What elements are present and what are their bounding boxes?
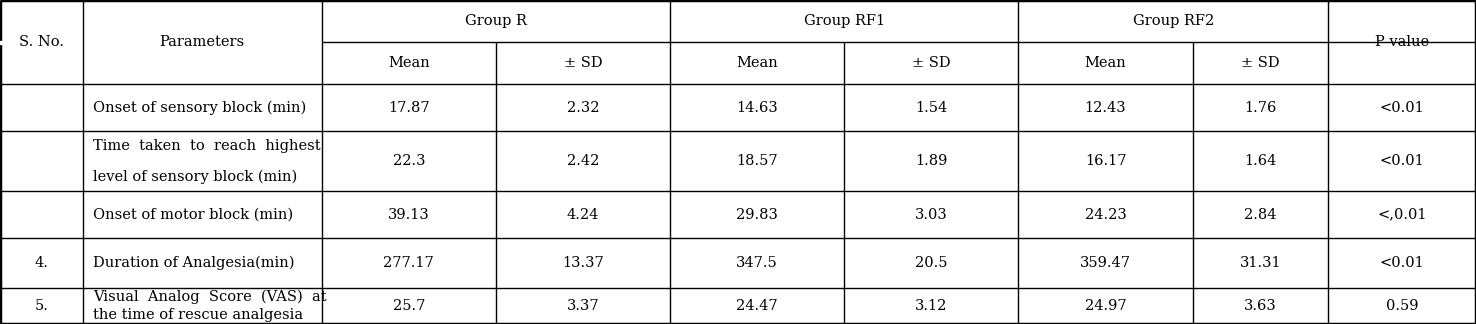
Text: 13.37: 13.37	[562, 256, 604, 270]
Text: 1.54: 1.54	[915, 101, 948, 115]
Text: <0.01: <0.01	[1380, 101, 1424, 115]
Text: Visual  Analog  Score  (VAS)  at: Visual Analog Score (VAS) at	[93, 290, 326, 304]
Text: 16.17: 16.17	[1085, 154, 1126, 168]
Text: P value: P value	[1376, 35, 1429, 49]
Text: 31.31: 31.31	[1240, 256, 1281, 270]
Text: 25.7: 25.7	[393, 299, 425, 313]
Text: 359.47: 359.47	[1080, 256, 1131, 270]
Text: 20.5: 20.5	[915, 256, 948, 270]
Text: Time  taken  to  reach  highest: Time taken to reach highest	[93, 139, 320, 153]
Text: 277.17: 277.17	[384, 256, 434, 270]
Text: 17.87: 17.87	[388, 101, 430, 115]
Text: 1.89: 1.89	[915, 154, 948, 168]
Text: the time of rescue analgesia: the time of rescue analgesia	[93, 308, 303, 322]
Text: 18.57: 18.57	[737, 154, 778, 168]
Text: S. No.: S. No.	[19, 35, 63, 49]
Text: 3.37: 3.37	[567, 299, 599, 313]
Text: 1.76: 1.76	[1244, 101, 1277, 115]
Text: 4.: 4.	[34, 256, 49, 270]
Text: Group RF1: Group RF1	[804, 14, 884, 28]
Text: ± SD: ± SD	[564, 56, 602, 70]
Text: <0.01: <0.01	[1380, 154, 1424, 168]
Text: Mean: Mean	[737, 56, 778, 70]
Text: <0.01: <0.01	[1380, 256, 1424, 270]
Text: 2.42: 2.42	[567, 154, 599, 168]
Text: 3.63: 3.63	[1244, 299, 1277, 313]
Text: 24.47: 24.47	[737, 299, 778, 313]
Text: 4.24: 4.24	[567, 208, 599, 222]
Text: 5.: 5.	[34, 299, 49, 313]
Text: Group RF2: Group RF2	[1132, 14, 1215, 28]
Text: 1.64: 1.64	[1244, 154, 1277, 168]
Text: Parameters: Parameters	[159, 35, 245, 49]
Text: Mean: Mean	[1085, 56, 1126, 70]
Text: 347.5: 347.5	[737, 256, 778, 270]
Text: Onset of sensory block (min): Onset of sensory block (min)	[93, 100, 306, 115]
Text: 39.13: 39.13	[388, 208, 430, 222]
Text: 24.97: 24.97	[1085, 299, 1126, 313]
Text: Duration of Analgesia(min): Duration of Analgesia(min)	[93, 256, 295, 271]
Text: Onset of motor block (min): Onset of motor block (min)	[93, 208, 294, 222]
Text: 29.83: 29.83	[737, 208, 778, 222]
Text: ± SD: ± SD	[912, 56, 951, 70]
Text: Mean: Mean	[388, 56, 430, 70]
Text: 3.12: 3.12	[915, 299, 948, 313]
Text: 0.59: 0.59	[1386, 299, 1418, 313]
Text: 12.43: 12.43	[1085, 101, 1126, 115]
Text: 22.3: 22.3	[393, 154, 425, 168]
Text: 2.84: 2.84	[1244, 208, 1277, 222]
Text: Group R: Group R	[465, 14, 527, 28]
Text: 24.23: 24.23	[1085, 208, 1126, 222]
Text: level of sensory block (min): level of sensory block (min)	[93, 169, 297, 184]
Text: 3.03: 3.03	[915, 208, 948, 222]
Text: 14.63: 14.63	[737, 101, 778, 115]
Text: ± SD: ± SD	[1241, 56, 1280, 70]
Text: <,0.01: <,0.01	[1377, 208, 1427, 222]
Text: 2.32: 2.32	[567, 101, 599, 115]
